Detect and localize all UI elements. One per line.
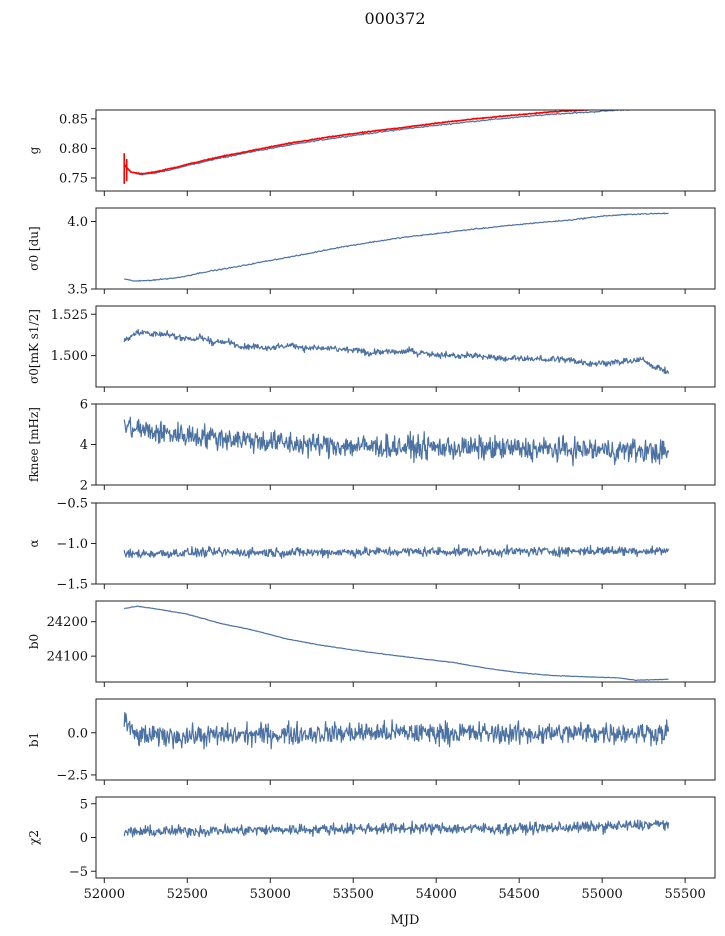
x-tick-label: 55500 <box>664 887 705 902</box>
y-tick-label: 6 <box>80 398 88 413</box>
y-axis-label-chi2: χ2 <box>27 830 41 845</box>
y-tick-label: 0.0 <box>67 726 88 741</box>
panel-b0: 24100 24200 b0 <box>27 600 716 687</box>
panels: 0.75 0.80 0.85 g 3.5 4.0 σ0 [du] 1.500 1.525 σ0[m… <box>27 109 716 902</box>
axes-frame <box>95 109 716 192</box>
series-line-g-1 <box>123 110 599 175</box>
series-line-sigma0-0 <box>124 212 669 282</box>
series-line-chi2-0 <box>123 819 670 838</box>
y-tick-label: −2.5 <box>56 768 88 783</box>
series-line-b1-0 <box>123 711 670 750</box>
y-tick-label: 0.85 <box>59 112 88 127</box>
y-tick-label: 1.525 <box>51 308 88 323</box>
series-line-fknee-0 <box>123 416 670 467</box>
series-line-alpha-0 <box>123 544 670 559</box>
figure-title: 000372 <box>364 9 425 28</box>
x-tick-label: 53000 <box>250 887 291 902</box>
y-tick-label: 4 <box>80 438 88 453</box>
series-line-b0-0 <box>123 605 669 682</box>
y-tick-label: 24200 <box>47 615 88 630</box>
axes-frame <box>95 600 716 683</box>
y-axis-label-b1: b1 <box>27 732 41 747</box>
y-axis-label-b0: b0 <box>27 634 41 649</box>
y-tick-label: −1.0 <box>56 537 88 552</box>
panel-sigma0-mks: 1.500 1.525 σ0[mK s1/2] <box>27 305 716 392</box>
axes-frame <box>95 305 716 388</box>
x-tick-label: 55000 <box>581 887 622 902</box>
y-tick-label: 4.0 <box>67 215 88 230</box>
y-tick-label: 0.75 <box>59 171 88 186</box>
panel-alpha: −1.5 −1.0 −0.5 α <box>27 497 716 593</box>
axes-frame <box>95 207 716 290</box>
panel-g: 0.75 0.80 0.85 g <box>27 109 716 196</box>
y-tick-label: 1.500 <box>51 349 88 364</box>
panel-sigma0: 3.5 4.0 σ0 [du] <box>27 207 716 298</box>
panel-b1: −2.5 0.0 b1 <box>27 698 716 785</box>
y-tick-label: −1.5 <box>56 578 88 593</box>
y-tick-label: 2 <box>80 479 88 494</box>
y-tick-label: 0 <box>80 831 88 846</box>
y-tick-label: 5 <box>80 797 88 812</box>
y-tick-label: 3.5 <box>67 283 88 298</box>
y-axis-label-sigma0: σ0 [du] <box>27 226 41 270</box>
x-tick-label: 52500 <box>167 887 208 902</box>
y-axis-label-g: g <box>27 146 41 154</box>
y-tick-label: −0.5 <box>56 497 88 512</box>
y-axis-label-alpha: α <box>27 539 41 547</box>
panel-fknee: 2 4 6 fknee [mHz] <box>27 398 716 494</box>
axes-frame <box>95 796 716 879</box>
x-tick-label: 53500 <box>333 887 374 902</box>
axes-frame <box>95 698 716 781</box>
y-tick-label: 24100 <box>47 650 88 665</box>
x-tick-label: 54500 <box>498 887 539 902</box>
series-line-sigma0-mks-0 <box>123 329 670 375</box>
y-axis-label-sigma0-mks: σ0[mK s1/2] <box>27 309 41 384</box>
series-line-g-0 <box>123 110 634 176</box>
axes-frame <box>95 502 716 585</box>
y-tick-label: 0.80 <box>59 142 88 157</box>
panel-chi2: −5 0 5 52000 52500 53000 53500 54000 54500 55000 5… <box>27 796 716 902</box>
x-tick-label: 54000 <box>416 887 457 902</box>
y-axis-label-fknee: fknee [mHz] <box>27 407 41 482</box>
x-tick-label: 52000 <box>84 887 125 902</box>
y-tick-label: −5 <box>69 865 88 880</box>
x-axis-label: MJD <box>391 913 420 928</box>
